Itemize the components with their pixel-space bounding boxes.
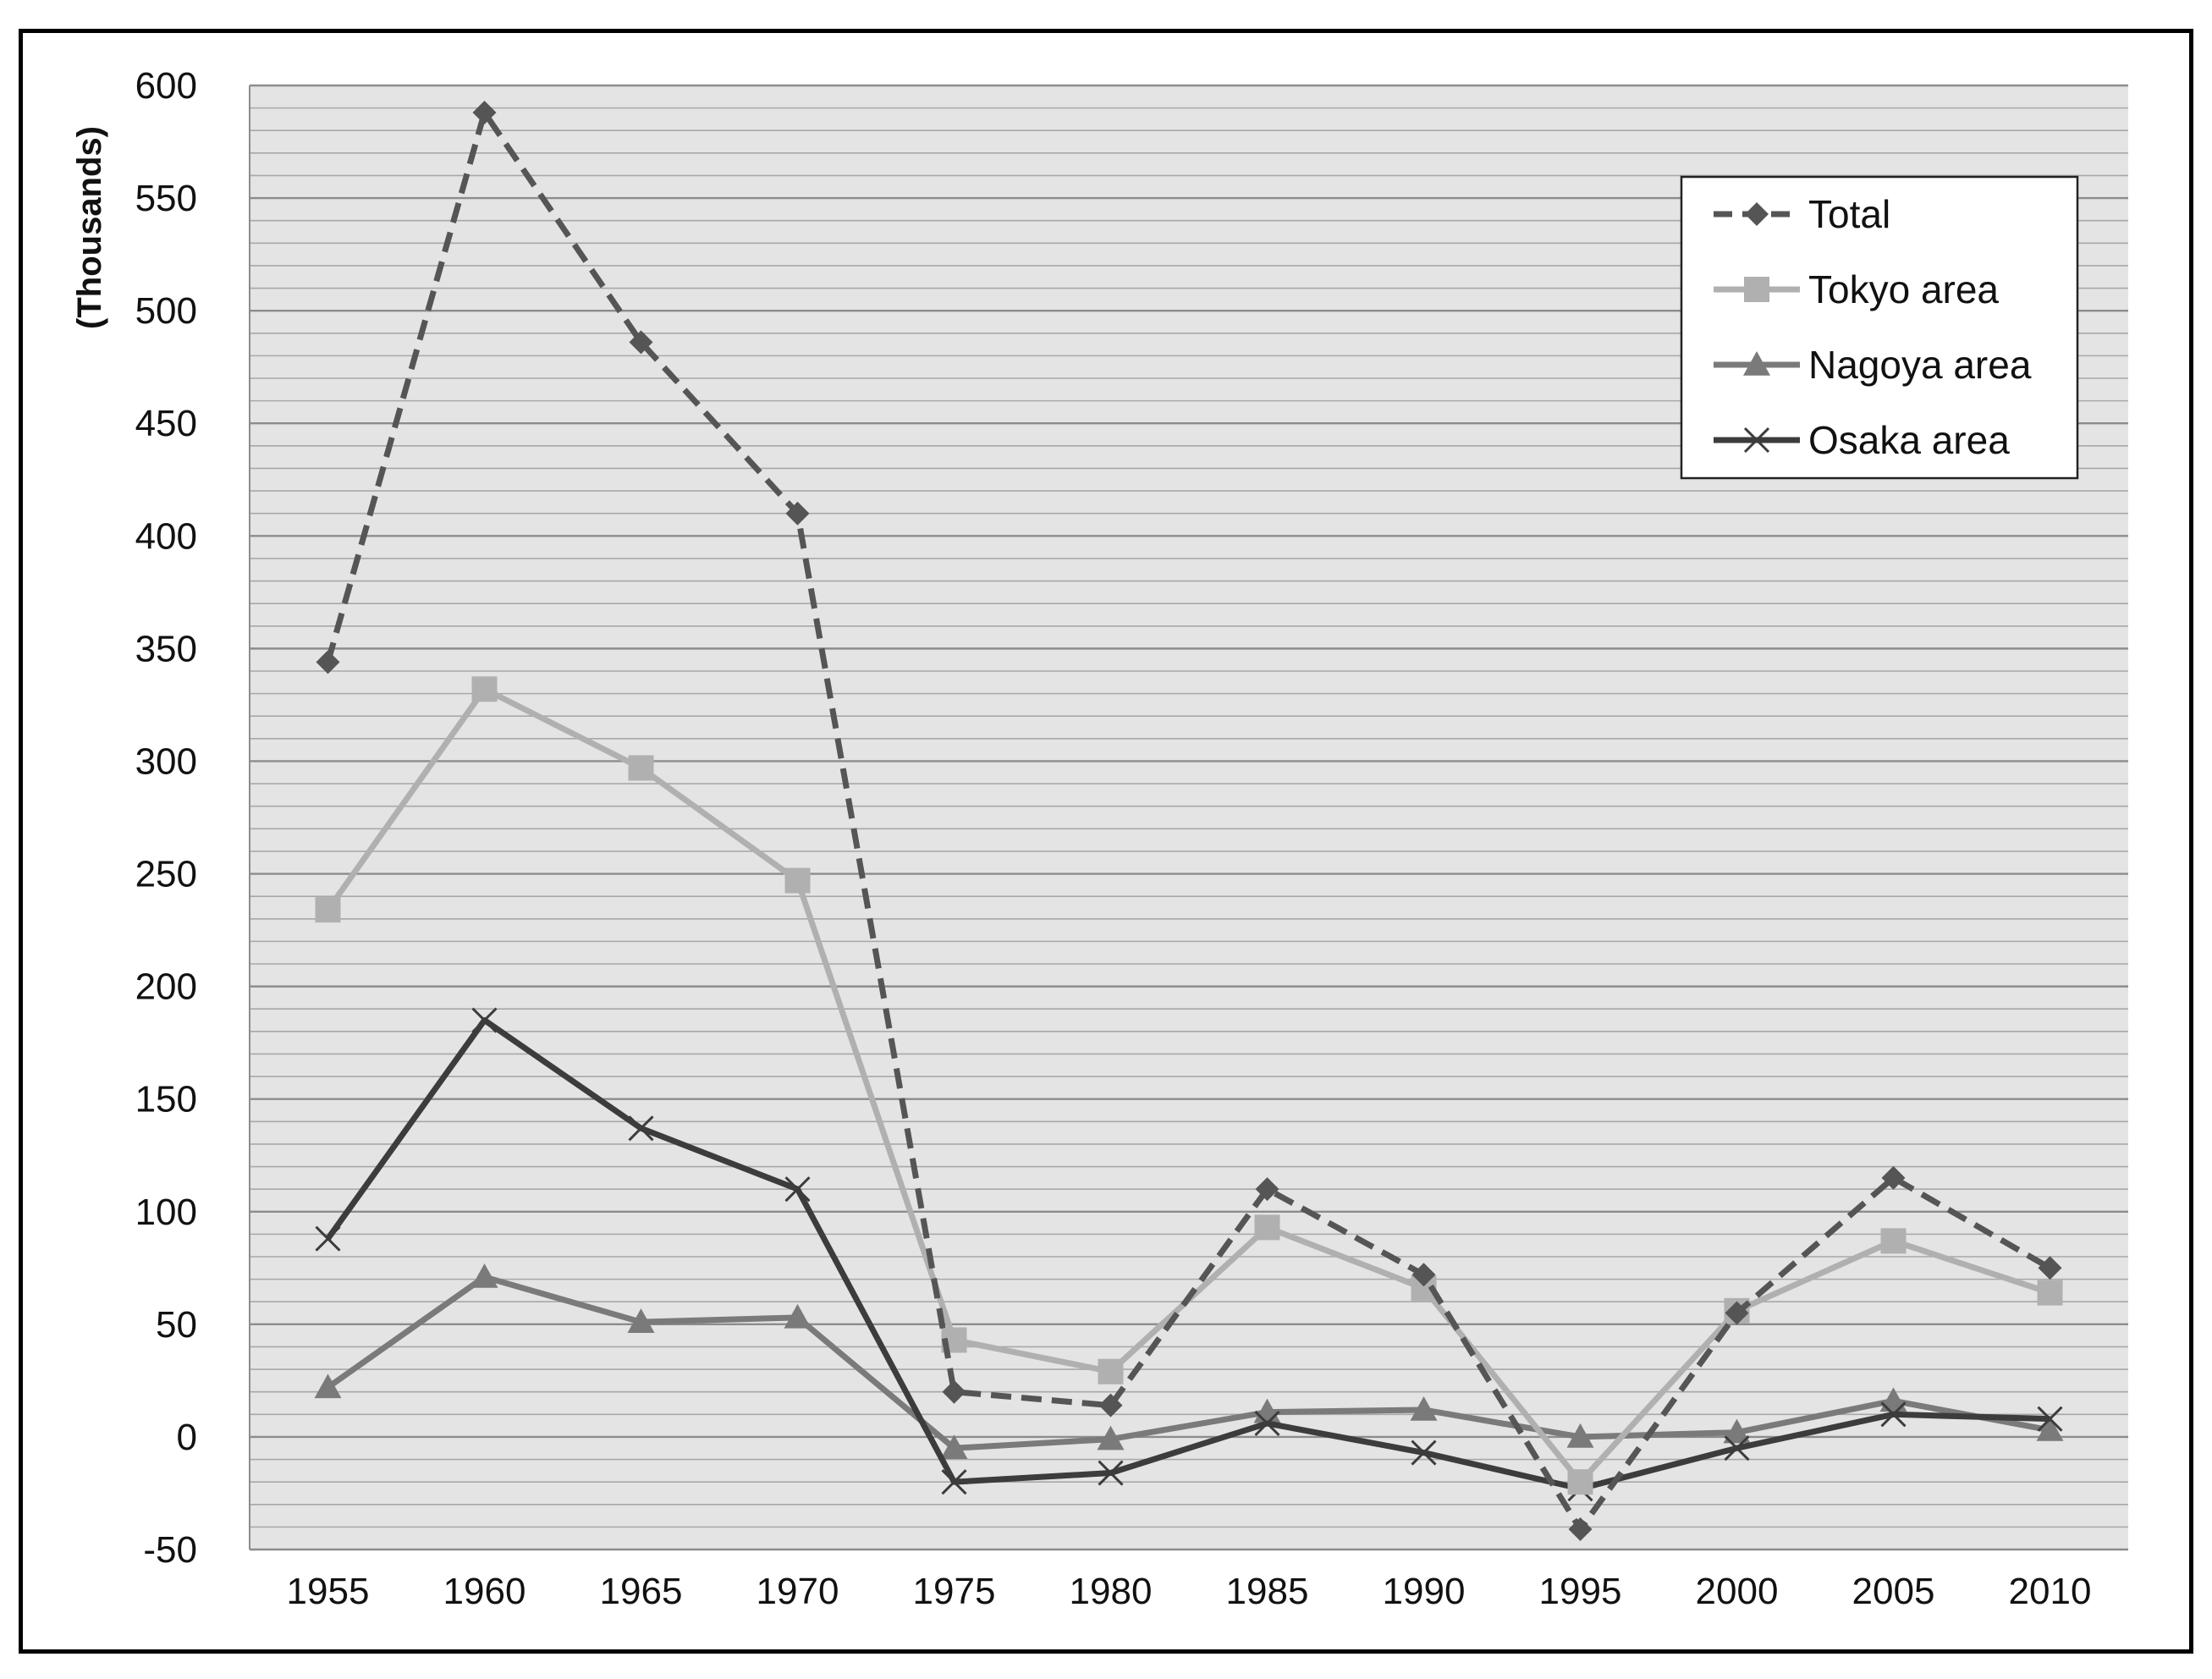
x-tick-label: 2005	[1852, 1571, 1935, 1612]
y-axis-title: (Thousands)	[71, 126, 108, 329]
data-point	[1411, 1263, 1436, 1287]
legend-marker	[1743, 427, 1770, 454]
data-point	[1567, 1469, 1593, 1495]
data-point	[942, 1379, 966, 1404]
data-point	[1098, 1393, 1123, 1418]
series-osaka-area	[315, 1007, 2063, 1502]
series-nagoya-area	[314, 1263, 2064, 1460]
x-tick-label: 1955	[287, 1571, 370, 1612]
data-point	[470, 1263, 498, 1288]
data-point	[1879, 1387, 1907, 1412]
data-point	[1254, 1214, 1280, 1241]
data-point	[1723, 1418, 1751, 1444]
legend-box	[1680, 175, 2079, 480]
data-point	[315, 1225, 341, 1252]
legend-label: Osaka area	[1808, 418, 2010, 462]
y-tick-label: 450	[135, 403, 197, 444]
data-point	[2037, 1406, 2063, 1432]
legend-item-nagoya-area: Nagoya area	[1714, 343, 2032, 387]
data-point	[629, 330, 653, 355]
data-point	[471, 676, 498, 702]
data-point	[2038, 1256, 2062, 1280]
y-tick-label: 350	[135, 628, 197, 669]
x-tick-label: 1965	[600, 1571, 683, 1612]
x-tick-label: 1960	[443, 1571, 526, 1612]
x-tick-label: 1975	[913, 1571, 996, 1612]
data-point	[1725, 1301, 1749, 1325]
y-tick-label: 300	[135, 740, 197, 782]
x-tick-label: 1985	[1226, 1571, 1309, 1612]
data-point	[1724, 1435, 1750, 1462]
legend-label: Tokyo area	[1808, 267, 1999, 311]
legend: Total Tokyo area Nagoya area Osaka area	[1680, 175, 2079, 480]
data-point	[1097, 1425, 1125, 1451]
y-tick-label: 100	[135, 1192, 197, 1233]
legend-item-tokyo-area: Tokyo area	[1714, 267, 1999, 311]
series-line-total	[325, 109, 2052, 1533]
x-tick-label: 1970	[757, 1571, 839, 1612]
series-line-osaka-area	[325, 1017, 2050, 1492]
data-point	[628, 1115, 654, 1142]
data-point	[627, 1308, 655, 1333]
y-tick-label: 0	[177, 1417, 197, 1458]
data-point	[1411, 1440, 1437, 1466]
y-tick-label: 250	[135, 854, 197, 895]
data-point	[1880, 1401, 1907, 1428]
legend-marker	[1743, 351, 1770, 376]
y-tick-label: 600	[135, 65, 197, 107]
legend-item-total: Total	[1714, 192, 1890, 236]
data-point	[1566, 1423, 1594, 1448]
data-point	[1098, 1460, 1124, 1486]
y-tick-label: 150	[135, 1079, 197, 1120]
data-point	[785, 501, 810, 526]
data-point	[472, 100, 497, 124]
legend-item-osaka-area: Osaka area	[1714, 418, 2010, 462]
data-point	[784, 1176, 811, 1203]
y-tick-label: 500	[135, 290, 197, 332]
legend-marker	[1745, 202, 1769, 226]
data-point	[784, 867, 811, 894]
data-point	[314, 1373, 342, 1399]
data-point	[1098, 1358, 1124, 1384]
x-tick-label: 1995	[1539, 1571, 1622, 1612]
data-point	[628, 755, 654, 781]
chart-frame: -50 0 50 100 150 200 250 300 350 400 450 500 550 600 …	[19, 29, 2193, 1654]
y-tick-label: 50	[156, 1304, 197, 1346]
x-tick-label: 2000	[1696, 1571, 1779, 1612]
data-point	[1880, 1228, 1907, 1254]
data-point	[940, 1434, 968, 1460]
data-point	[2037, 1280, 2063, 1306]
data-point	[1254, 1410, 1280, 1437]
y-tick-label: 550	[135, 178, 197, 219]
line-chart: -50050100150200250300350400450500550600 …	[71, 65, 2128, 1612]
x-tick-label: 2010	[2009, 1571, 2092, 1612]
series-total	[316, 100, 2062, 1542]
data-point	[1881, 1165, 1906, 1190]
legend-marker	[1744, 277, 1769, 302]
y-tick-label: 400	[135, 515, 197, 557]
data-point	[2036, 1416, 2064, 1441]
y-tick-label: -50	[143, 1529, 197, 1571]
data-point	[1568, 1517, 1593, 1542]
data-point	[1410, 1395, 1438, 1421]
x-tick-label: 1980	[1070, 1571, 1153, 1612]
x-tick-label: 1990	[1383, 1571, 1466, 1612]
data-point	[941, 1469, 967, 1495]
data-point	[315, 897, 341, 923]
series-line-nagoya-area	[326, 1274, 2051, 1451]
legend-label: Nagoya area	[1808, 343, 2032, 387]
data-point	[471, 1007, 498, 1033]
data-point	[316, 650, 340, 674]
legend-label: Total	[1808, 192, 1890, 236]
data-point	[784, 1303, 812, 1329]
data-point	[1255, 1177, 1279, 1202]
y-tick-label: 200	[135, 966, 197, 1008]
